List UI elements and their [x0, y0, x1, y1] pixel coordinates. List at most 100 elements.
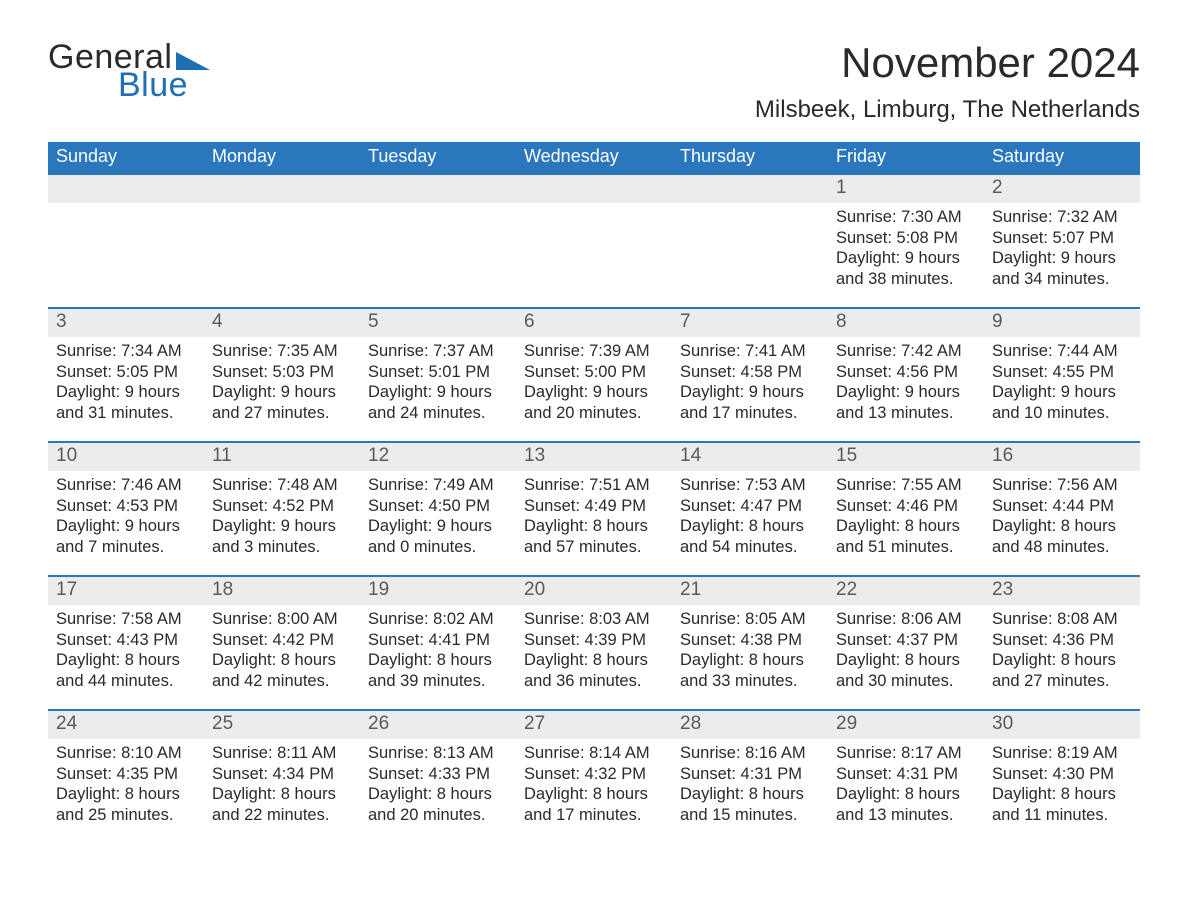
day-cell: Sunrise: 8:17 AMSunset: 4:31 PMDaylight:…: [828, 739, 984, 843]
daylight-line-1: Daylight: 8 hours: [212, 650, 352, 671]
daylight-line-1: Daylight: 9 hours: [56, 516, 196, 537]
day-number: 2: [984, 175, 1140, 203]
sunrise-line: Sunrise: 7:46 AM: [56, 475, 196, 496]
daylight-line-2: and 25 minutes.: [56, 805, 196, 826]
sunset-line: Sunset: 4:46 PM: [836, 496, 976, 517]
day-number: [48, 175, 204, 203]
day-cell: Sunrise: 7:37 AMSunset: 5:01 PMDaylight:…: [360, 337, 516, 441]
day-number: 28: [672, 711, 828, 739]
day-cell: Sunrise: 8:00 AMSunset: 4:42 PMDaylight:…: [204, 605, 360, 709]
sunset-line: Sunset: 4:53 PM: [56, 496, 196, 517]
daylight-line-1: Daylight: 9 hours: [992, 248, 1132, 269]
daylight-line-2: and 30 minutes.: [836, 671, 976, 692]
sunrise-line: Sunrise: 8:17 AM: [836, 743, 976, 764]
sunrise-line: Sunrise: 7:34 AM: [56, 341, 196, 362]
day-cell: Sunrise: 8:10 AMSunset: 4:35 PMDaylight:…: [48, 739, 204, 843]
daylight-line-1: Daylight: 8 hours: [992, 516, 1132, 537]
day-number: [672, 175, 828, 203]
sunset-line: Sunset: 5:08 PM: [836, 228, 976, 249]
day-number: 22: [828, 577, 984, 605]
sunrise-line: Sunrise: 7:53 AM: [680, 475, 820, 496]
sunrise-line: Sunrise: 7:35 AM: [212, 341, 352, 362]
day-cell: Sunrise: 8:02 AMSunset: 4:41 PMDaylight:…: [360, 605, 516, 709]
day-number: 15: [828, 443, 984, 471]
sunrise-line: Sunrise: 8:10 AM: [56, 743, 196, 764]
daylight-line-2: and 13 minutes.: [836, 403, 976, 424]
logo-word-blue: Blue: [118, 68, 210, 102]
sunrise-line: Sunrise: 7:51 AM: [524, 475, 664, 496]
day-number: 18: [204, 577, 360, 605]
day-cell: [672, 203, 828, 307]
day-number-band: 24252627282930: [48, 711, 1140, 739]
page-subtitle: Milsbeek, Limburg, The Netherlands: [755, 96, 1140, 124]
sunrise-line: Sunrise: 7:41 AM: [680, 341, 820, 362]
day-number: 12: [360, 443, 516, 471]
day-cell: Sunrise: 8:08 AMSunset: 4:36 PMDaylight:…: [984, 605, 1140, 709]
weeks-container: 12Sunrise: 7:30 AMSunset: 5:08 PMDayligh…: [48, 173, 1140, 843]
day-cell: Sunrise: 7:55 AMSunset: 4:46 PMDaylight:…: [828, 471, 984, 575]
sunrise-line: Sunrise: 8:14 AM: [524, 743, 664, 764]
sunrise-line: Sunrise: 7:48 AM: [212, 475, 352, 496]
weekday-header: Wednesday: [516, 142, 672, 173]
day-cell: Sunrise: 7:53 AMSunset: 4:47 PMDaylight:…: [672, 471, 828, 575]
sunrise-line: Sunrise: 7:44 AM: [992, 341, 1132, 362]
day-number: 25: [204, 711, 360, 739]
daylight-line-1: Daylight: 8 hours: [524, 650, 664, 671]
daylight-line-2: and 44 minutes.: [56, 671, 196, 692]
sunrise-line: Sunrise: 8:19 AM: [992, 743, 1132, 764]
title-block: November 2024 Milsbeek, Limburg, The Net…: [755, 40, 1140, 124]
day-cell: Sunrise: 7:32 AMSunset: 5:07 PMDaylight:…: [984, 203, 1140, 307]
daylight-line-1: Daylight: 8 hours: [680, 516, 820, 537]
day-details-row: Sunrise: 7:34 AMSunset: 5:05 PMDaylight:…: [48, 337, 1140, 441]
daylight-line-1: Daylight: 8 hours: [524, 784, 664, 805]
daylight-line-2: and 13 minutes.: [836, 805, 976, 826]
sunset-line: Sunset: 4:42 PM: [212, 630, 352, 651]
day-cell: Sunrise: 7:44 AMSunset: 4:55 PMDaylight:…: [984, 337, 1140, 441]
weekday-header-row: SundayMondayTuesdayWednesdayThursdayFrid…: [48, 142, 1140, 173]
weekday-header: Tuesday: [360, 142, 516, 173]
sunset-line: Sunset: 4:55 PM: [992, 362, 1132, 383]
sunrise-line: Sunrise: 7:39 AM: [524, 341, 664, 362]
day-number-band: 3456789: [48, 309, 1140, 337]
day-number: 7: [672, 309, 828, 337]
daylight-line-1: Daylight: 8 hours: [992, 650, 1132, 671]
day-number: 4: [204, 309, 360, 337]
daylight-line-1: Daylight: 8 hours: [992, 784, 1132, 805]
sunset-line: Sunset: 4:31 PM: [680, 764, 820, 785]
day-number: 23: [984, 577, 1140, 605]
weekday-header: Sunday: [48, 142, 204, 173]
daylight-line-2: and 31 minutes.: [56, 403, 196, 424]
daylight-line-2: and 33 minutes.: [680, 671, 820, 692]
day-number: 10: [48, 443, 204, 471]
daylight-line-1: Daylight: 8 hours: [368, 784, 508, 805]
day-number: 29: [828, 711, 984, 739]
sunset-line: Sunset: 4:38 PM: [680, 630, 820, 651]
sunset-line: Sunset: 4:52 PM: [212, 496, 352, 517]
sunset-line: Sunset: 4:41 PM: [368, 630, 508, 651]
sunset-line: Sunset: 4:43 PM: [56, 630, 196, 651]
day-number: 17: [48, 577, 204, 605]
sunrise-line: Sunrise: 7:37 AM: [368, 341, 508, 362]
day-number: 3: [48, 309, 204, 337]
sunrise-line: Sunrise: 8:05 AM: [680, 609, 820, 630]
day-cell: [48, 203, 204, 307]
day-cell: Sunrise: 7:46 AMSunset: 4:53 PMDaylight:…: [48, 471, 204, 575]
day-cell: Sunrise: 8:03 AMSunset: 4:39 PMDaylight:…: [516, 605, 672, 709]
sunset-line: Sunset: 4:44 PM: [992, 496, 1132, 517]
sunrise-line: Sunrise: 8:06 AM: [836, 609, 976, 630]
day-number: 16: [984, 443, 1140, 471]
calendar-week: 12Sunrise: 7:30 AMSunset: 5:08 PMDayligh…: [48, 173, 1140, 307]
weekday-header: Thursday: [672, 142, 828, 173]
day-number: 19: [360, 577, 516, 605]
header: General Blue November 2024 Milsbeek, Lim…: [48, 40, 1140, 124]
sunrise-line: Sunrise: 7:58 AM: [56, 609, 196, 630]
day-cell: Sunrise: 7:42 AMSunset: 4:56 PMDaylight:…: [828, 337, 984, 441]
daylight-line-2: and 27 minutes.: [212, 403, 352, 424]
daylight-line-1: Daylight: 9 hours: [524, 382, 664, 403]
logo: General Blue: [48, 40, 210, 102]
daylight-line-1: Daylight: 9 hours: [992, 382, 1132, 403]
sunset-line: Sunset: 4:31 PM: [836, 764, 976, 785]
day-cell: Sunrise: 8:06 AMSunset: 4:37 PMDaylight:…: [828, 605, 984, 709]
daylight-line-1: Daylight: 8 hours: [836, 650, 976, 671]
daylight-line-1: Daylight: 8 hours: [56, 784, 196, 805]
